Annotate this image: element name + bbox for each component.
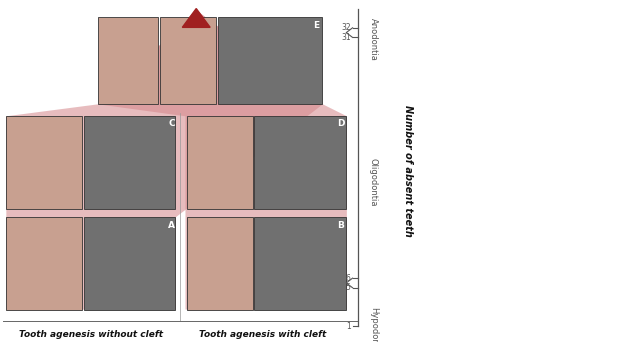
Bar bbox=[160, 17, 216, 104]
Text: B: B bbox=[337, 221, 344, 229]
Text: A: A bbox=[168, 221, 175, 229]
Bar bbox=[254, 217, 346, 310]
Text: 1: 1 bbox=[346, 322, 351, 331]
Text: Tooth agenesis without cleft: Tooth agenesis without cleft bbox=[18, 330, 163, 339]
Bar bbox=[6, 116, 82, 209]
Text: 6: 6 bbox=[346, 274, 351, 282]
Text: E: E bbox=[313, 21, 320, 29]
Bar bbox=[84, 217, 175, 310]
Bar bbox=[6, 217, 82, 310]
Polygon shape bbox=[6, 10, 323, 310]
Text: C: C bbox=[168, 119, 175, 128]
Text: 5: 5 bbox=[346, 283, 351, 292]
Polygon shape bbox=[98, 10, 347, 310]
Bar bbox=[187, 217, 253, 310]
Text: D: D bbox=[337, 119, 344, 128]
Text: 31: 31 bbox=[341, 33, 351, 42]
Text: 32: 32 bbox=[341, 23, 351, 32]
Bar bbox=[187, 116, 253, 209]
Bar bbox=[84, 116, 175, 209]
Polygon shape bbox=[182, 9, 210, 27]
Text: Tooth agenesis with cleft: Tooth agenesis with cleft bbox=[199, 330, 327, 339]
Text: Number of absent teeth: Number of absent teeth bbox=[403, 105, 413, 237]
Bar bbox=[254, 116, 346, 209]
Text: Oligodontia: Oligodontia bbox=[369, 158, 378, 206]
Bar bbox=[98, 17, 158, 104]
Text: Anodontia: Anodontia bbox=[369, 18, 378, 61]
Text: Hypodontia: Hypodontia bbox=[369, 307, 378, 342]
Bar bbox=[218, 17, 322, 104]
